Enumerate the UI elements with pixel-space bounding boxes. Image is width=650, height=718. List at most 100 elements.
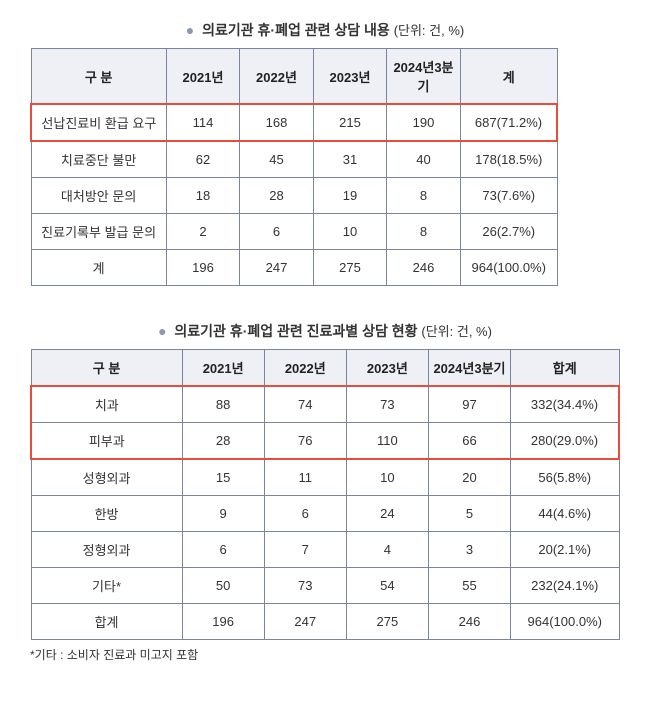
cell: 기타* — [31, 568, 182, 604]
table-row: 치료중단 불만 62 45 31 40 178(18.5%) — [31, 141, 619, 178]
table-2-header: 구 분 2021년 2022년 2023년 2024년3분기 합계 — [31, 350, 619, 387]
cell: 73(7.6%) — [460, 178, 557, 214]
cell: 247 — [240, 250, 314, 286]
cell: 10 — [313, 214, 387, 250]
cell: 7 — [264, 532, 346, 568]
cell: 332(34.4%) — [511, 386, 619, 423]
cell: 110 — [346, 423, 428, 460]
cell: 치료중단 불만 — [31, 141, 166, 178]
cell: 20 — [428, 459, 510, 496]
cell: 2 — [166, 214, 240, 250]
cell: 10 — [346, 459, 428, 496]
table-row: 계 196 247 275 246 964(100.0%) — [31, 250, 619, 286]
cell: 28 — [240, 178, 314, 214]
cell: 40 — [387, 141, 461, 178]
th: 2024년3분기 — [428, 350, 510, 387]
table-row: 진료기록부 발급 문의 2 6 10 8 26(2.7%) — [31, 214, 619, 250]
cell: 196 — [166, 250, 240, 286]
cell: 275 — [313, 250, 387, 286]
cell: 196 — [182, 604, 264, 640]
table-row: 성형외과 15 11 10 20 56(5.8%) — [31, 459, 619, 496]
cell: 247 — [264, 604, 346, 640]
cell: 246 — [387, 250, 461, 286]
bullet-icon: ● — [186, 22, 194, 38]
cell: 190 — [387, 104, 461, 141]
cell: 8 — [387, 178, 461, 214]
cell: 6 — [264, 496, 346, 532]
table-row: 대처방안 문의 18 28 19 8 73(7.6%) — [31, 178, 619, 214]
table-row: 기타* 50 73 54 55 232(24.1%) — [31, 568, 619, 604]
cell: 246 — [428, 604, 510, 640]
cell: 215 — [313, 104, 387, 141]
cell: 대처방안 문의 — [31, 178, 166, 214]
cell: 피부과 — [31, 423, 182, 460]
cell: 76 — [264, 423, 346, 460]
table-row: 피부과 28 76 110 66 280(29.0%) — [31, 423, 619, 460]
table-2-title-unit: (단위: 건, %) — [421, 324, 492, 339]
cell: 24 — [346, 496, 428, 532]
table-1: 구 분 2021년 2022년 2023년 2024년3분기 계 선납진료비 환… — [30, 48, 620, 286]
table-2-title: ● 의료기관 휴·폐업 관련 진료과별 상담 현황 (단위: 건, %) — [30, 321, 620, 341]
th: 2023년 — [313, 49, 387, 105]
bullet-icon: ● — [158, 323, 166, 339]
cell: 20(2.1%) — [511, 532, 619, 568]
cell: 964(100.0%) — [511, 604, 619, 640]
cell: 성형외과 — [31, 459, 182, 496]
cell: 88 — [182, 386, 264, 423]
table-2-footnote: *기타 : 소비자 진료과 미고지 포함 — [30, 646, 620, 663]
cell: 3 — [428, 532, 510, 568]
table-row: 정형외과 6 7 4 3 20(2.1%) — [31, 532, 619, 568]
cell: 45 — [240, 141, 314, 178]
cell: 275 — [346, 604, 428, 640]
cell: 정형외과 — [31, 532, 182, 568]
cell: 19 — [313, 178, 387, 214]
th: 구 분 — [31, 49, 166, 105]
th: 2023년 — [346, 350, 428, 387]
cell: 진료기록부 발급 문의 — [31, 214, 166, 250]
cell: 62 — [166, 141, 240, 178]
cell: 964(100.0%) — [460, 250, 557, 286]
table-row: 한방 9 6 24 5 44(4.6%) — [31, 496, 619, 532]
th: 2022년 — [240, 49, 314, 105]
cell: 280(29.0%) — [511, 423, 619, 460]
cell: 178(18.5%) — [460, 141, 557, 178]
th: 2024년3분기 — [387, 49, 461, 105]
th: 2022년 — [264, 350, 346, 387]
cell: 11 — [264, 459, 346, 496]
cell: 31 — [313, 141, 387, 178]
cell: 73 — [346, 386, 428, 423]
cell: 50 — [182, 568, 264, 604]
table-row: 치과 88 74 73 97 332(34.4%) — [31, 386, 619, 423]
cell: 치과 — [31, 386, 182, 423]
table-1-section: ● 의료기관 휴·폐업 관련 상담 내용 (단위: 건, %) 구 분 2021… — [30, 20, 620, 286]
cell: 168 — [240, 104, 314, 141]
cell: 73 — [264, 568, 346, 604]
table-row: 선납진료비 환급 요구 114 168 215 190 687(71.2%) — [31, 104, 619, 141]
th: 계 — [460, 49, 557, 105]
table-2-section: ● 의료기관 휴·폐업 관련 진료과별 상담 현황 (단위: 건, %) 구 분… — [30, 321, 620, 663]
cell: 232(24.1%) — [511, 568, 619, 604]
th: 2021년 — [166, 49, 240, 105]
cell: 55 — [428, 568, 510, 604]
cell: 114 — [166, 104, 240, 141]
cell: 97 — [428, 386, 510, 423]
cell: 56(5.8%) — [511, 459, 619, 496]
cell: 687(71.2%) — [460, 104, 557, 141]
table-2-title-main: 의료기관 휴·폐업 관련 진료과별 상담 현황 — [174, 323, 417, 339]
cell: 54 — [346, 568, 428, 604]
table-row: 합계 196 247 275 246 964(100.0%) — [31, 604, 619, 640]
cell: 5 — [428, 496, 510, 532]
cell: 28 — [182, 423, 264, 460]
table-1-title: ● 의료기관 휴·폐업 관련 상담 내용 (단위: 건, %) — [30, 20, 620, 40]
cell: 합계 — [31, 604, 182, 640]
cell: 6 — [240, 214, 314, 250]
th: 구 분 — [31, 350, 182, 387]
cell: 74 — [264, 386, 346, 423]
cell: 4 — [346, 532, 428, 568]
cell: 44(4.6%) — [511, 496, 619, 532]
table-2: 구 분 2021년 2022년 2023년 2024년3분기 합계 치과 88 … — [30, 349, 620, 640]
cell: 계 — [31, 250, 166, 286]
cell: 9 — [182, 496, 264, 532]
th: 2021년 — [182, 350, 264, 387]
cell: 18 — [166, 178, 240, 214]
